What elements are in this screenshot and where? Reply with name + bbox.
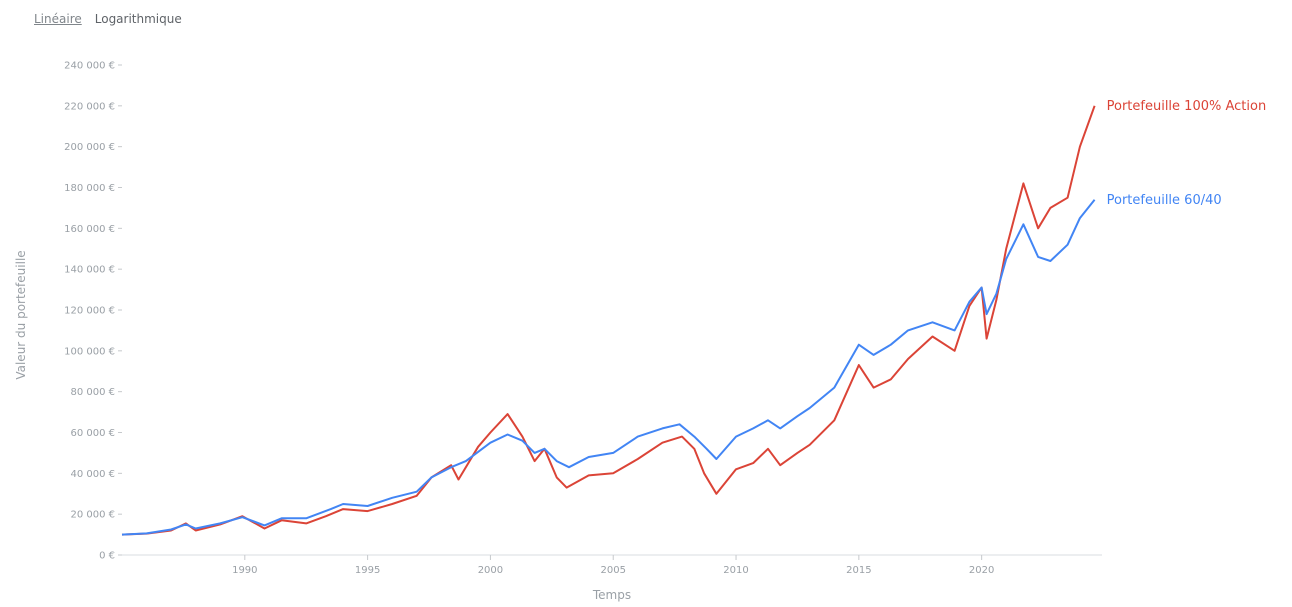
linear-scale-option[interactable]: Linéaire [34,12,82,26]
y-tick-label: 100 000 € [64,346,115,357]
y-axis: 0 € 20 000 € 40 000 € 60 000 € 80 000 € 100 0… [64,61,122,562]
x-tick-label: 1990 [232,565,257,576]
scale-toggle: Linéaire Logarithmique [34,12,182,26]
x-tick-label: 2000 [478,565,503,576]
series-line [121,105,1096,536]
y-tick-label: 160 000 € [64,224,115,235]
x-tick-label: 2005 [601,565,626,576]
y-tick-label: 240 000 € [64,61,115,72]
y-tick-label: 220 000 € [64,101,115,112]
x-tick-label: 2015 [846,565,871,576]
y-tick-label: 0 € [99,551,115,562]
x-tick-label: 2020 [969,565,994,576]
series-end-label: Portefeuille 100% Action [1107,99,1267,114]
series-line [121,199,1096,536]
y-tick-label: 140 000 € [64,265,115,276]
y-tick-label: 20 000 € [70,510,115,521]
x-axis: 1990 1995 2000 2005 2010 2015 2020 [122,554,1102,576]
y-axis-title: Valeur du portefeuille [14,250,28,379]
y-tick-label: 80 000 € [70,387,115,398]
y-tick-label: 40 000 € [70,469,115,480]
y-tick-label: 60 000 € [70,428,115,439]
series-end-label: Portefeuille 60/40 [1107,193,1222,208]
y-tick-label: 180 000 € [64,183,115,194]
series-layer: Portefeuille 100% Action Portefeuille 60/… [121,99,1267,536]
x-axis-title: Temps [592,588,631,602]
x-tick-label: 1995 [355,565,380,576]
log-scale-option[interactable]: Logarithmique [94,12,182,26]
y-tick-label: 200 000 € [64,142,115,153]
x-tick-label: 2010 [723,565,748,576]
y-tick-label: 120 000 € [64,306,115,317]
